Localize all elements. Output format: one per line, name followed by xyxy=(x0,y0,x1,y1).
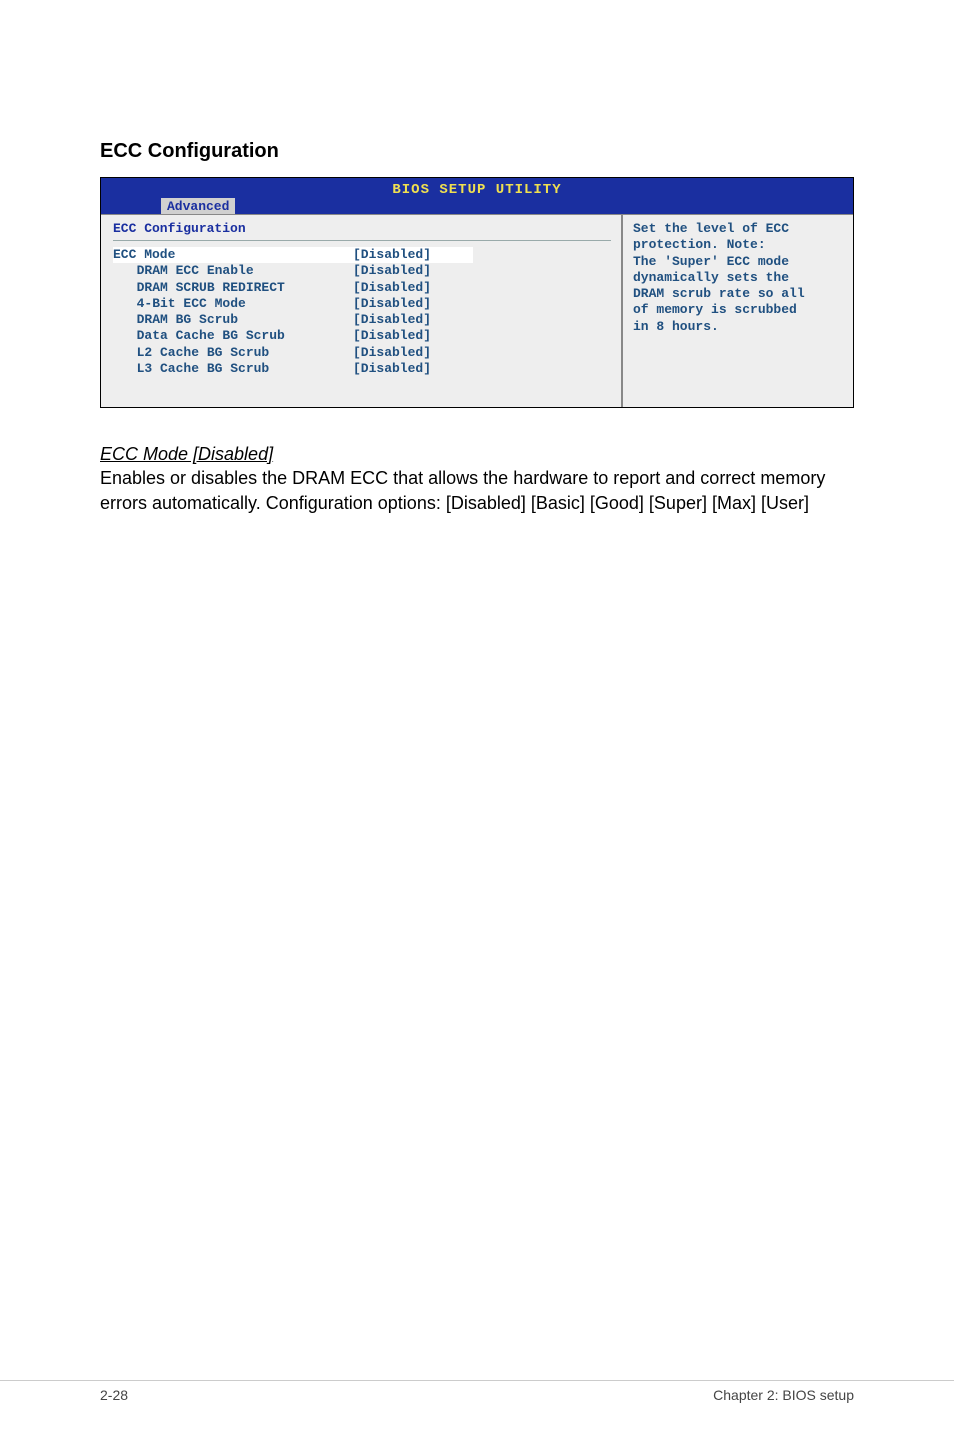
body-text: ECC Mode [Disabled] Enables or disables … xyxy=(100,442,854,515)
footer-chapter: Chapter 2: BIOS setup xyxy=(713,1381,854,1403)
option-row[interactable]: ECC Mode[Disabled] xyxy=(113,247,611,263)
footer-page-number: 2-28 xyxy=(100,1381,128,1403)
option-value: [Disabled] xyxy=(353,328,473,344)
divider xyxy=(113,240,611,241)
option-value: [Disabled] xyxy=(353,263,473,279)
option-label: DRAM BG Scrub xyxy=(113,312,353,328)
options-list: ECC Mode[Disabled] DRAM ECC Enable[Disab… xyxy=(113,247,611,377)
bios-tab-row: Advanced xyxy=(101,198,853,214)
section-title: ECC Configuration xyxy=(100,140,854,163)
option-value: [Disabled] xyxy=(353,361,473,377)
option-value: [Disabled] xyxy=(353,312,473,328)
ecc-mode-heading: ECC Mode [Disabled] xyxy=(100,442,854,466)
option-label: L2 Cache BG Scrub xyxy=(113,345,353,361)
option-label: Data Cache BG Scrub xyxy=(113,328,353,344)
help-line: The 'Super' ECC mode xyxy=(633,254,843,270)
bios-left-pane: ECC Configuration ECC Mode[Disabled] DRA… xyxy=(101,215,623,407)
option-row[interactable]: 4-Bit ECC Mode[Disabled] xyxy=(113,296,611,312)
help-line: protection. Note: xyxy=(633,237,843,253)
option-label: DRAM ECC Enable xyxy=(113,263,353,279)
bios-header: BIOS SETUP UTILITY xyxy=(101,178,853,198)
option-row[interactable]: L2 Cache BG Scrub[Disabled] xyxy=(113,345,611,361)
option-value: [Disabled] xyxy=(353,280,473,296)
option-label: ECC Mode xyxy=(113,247,353,263)
option-row[interactable]: DRAM BG Scrub[Disabled] xyxy=(113,312,611,328)
bios-help-pane: Set the level of ECCprotection. Note:The… xyxy=(623,215,853,407)
option-label: L3 Cache BG Scrub xyxy=(113,361,353,377)
help-line: DRAM scrub rate so all xyxy=(633,286,843,302)
bios-body: ECC Configuration ECC Mode[Disabled] DRA… xyxy=(101,214,853,407)
config-title: ECC Configuration xyxy=(113,221,611,236)
option-row[interactable]: L3 Cache BG Scrub[Disabled] xyxy=(113,361,611,377)
option-label: DRAM SCRUB REDIRECT xyxy=(113,280,353,296)
tab-advanced[interactable]: Advanced xyxy=(161,198,235,214)
option-row[interactable]: DRAM ECC Enable[Disabled] xyxy=(113,263,611,279)
option-row[interactable]: Data Cache BG Scrub[Disabled] xyxy=(113,328,611,344)
help-line: in 8 hours. xyxy=(633,319,843,335)
help-line: Set the level of ECC xyxy=(633,221,843,237)
bios-window: BIOS SETUP UTILITY Advanced ECC Configur… xyxy=(100,177,854,408)
option-value: [Disabled] xyxy=(353,345,473,361)
page-footer: 2-28 Chapter 2: BIOS setup xyxy=(0,1380,954,1403)
help-line: dynamically sets the xyxy=(633,270,843,286)
ecc-mode-description: Enables or disables the DRAM ECC that al… xyxy=(100,466,854,515)
option-label: 4-Bit ECC Mode xyxy=(113,296,353,312)
option-value: [Disabled] xyxy=(353,247,473,263)
option-row[interactable]: DRAM SCRUB REDIRECT[Disabled] xyxy=(113,280,611,296)
option-value: [Disabled] xyxy=(353,296,473,312)
help-line: of memory is scrubbed xyxy=(633,302,843,318)
help-text: Set the level of ECCprotection. Note:The… xyxy=(633,221,843,335)
